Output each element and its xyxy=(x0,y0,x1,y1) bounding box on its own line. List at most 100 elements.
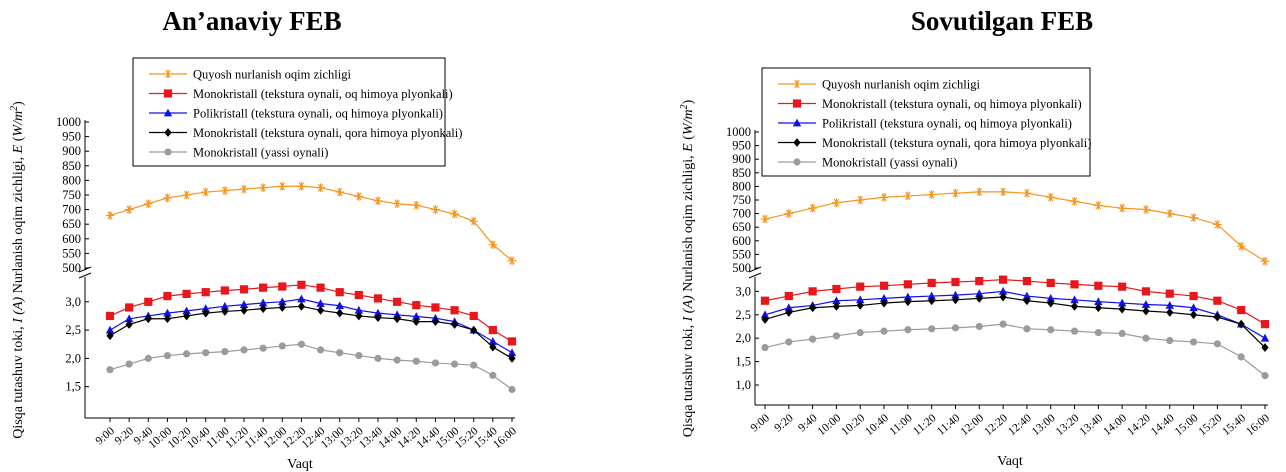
data-point xyxy=(316,183,325,192)
y-axis-label: Qisqa tutashuv toki, I (A) Nurlanish oqi… xyxy=(9,101,27,439)
data-point xyxy=(808,287,817,296)
data-point xyxy=(928,325,936,333)
series-line xyxy=(109,284,513,342)
x-tick-label: 15:00 xyxy=(1173,412,1201,438)
y-tick-label-top: 550 xyxy=(62,246,81,260)
data-point xyxy=(1237,319,1245,329)
data-point xyxy=(431,317,440,327)
data-point xyxy=(412,317,420,327)
data-point xyxy=(832,301,841,311)
data-point xyxy=(1022,188,1032,198)
y-axis-label-part: I xyxy=(11,317,26,324)
data-point xyxy=(809,303,817,313)
y-tick-label-bottom: 1,5 xyxy=(735,355,751,369)
y-tick-label-top: 700 xyxy=(62,203,81,217)
data-point xyxy=(201,288,210,297)
data-point xyxy=(202,349,210,357)
x-axis-label: Vaqt xyxy=(997,454,1023,469)
series-line xyxy=(764,323,1266,377)
y-axis-label-part: 2 xyxy=(679,104,690,109)
data-point xyxy=(1142,334,1150,342)
y-axis-label-part: Nurlanish oqim zichligi, xyxy=(681,152,696,292)
data-point xyxy=(106,366,114,374)
x-tick-label: 13:20 xyxy=(1054,412,1082,438)
data-point xyxy=(240,305,248,315)
data-point xyxy=(1118,282,1127,291)
x-tick-label: 10:40 xyxy=(863,412,891,438)
data-point xyxy=(489,342,497,352)
x-tick-label: 12:40 xyxy=(1006,412,1034,438)
data-point xyxy=(856,295,865,304)
data-point xyxy=(105,211,115,220)
y-tick-label-top: 700 xyxy=(732,207,751,221)
data-point xyxy=(373,196,383,206)
legend-box xyxy=(132,57,446,167)
data-point xyxy=(182,306,191,315)
data-point xyxy=(297,280,306,289)
data-point xyxy=(1022,291,1032,300)
legend-swatch-marker xyxy=(163,108,173,117)
data-point xyxy=(1142,306,1150,316)
series-mono_textured_white xyxy=(105,280,517,346)
data-point xyxy=(412,312,421,320)
data-point xyxy=(144,297,153,306)
data-point xyxy=(297,340,306,348)
data-point xyxy=(1189,291,1198,301)
data-point xyxy=(1118,329,1126,338)
data-point xyxy=(1094,297,1103,306)
legend-swatch-marker xyxy=(793,138,801,147)
legend-label: Monokristall (tekstura oynali, oq himoya… xyxy=(822,97,1082,111)
data-point xyxy=(450,360,459,368)
data-point xyxy=(998,187,1008,197)
data-point xyxy=(974,187,984,197)
data-point xyxy=(163,351,172,360)
y-tick-label-top: 500 xyxy=(732,261,751,275)
data-point xyxy=(488,240,498,249)
data-point xyxy=(220,186,230,195)
legend-label: Polikristall (tekstura oynali, oq himoya… xyxy=(822,117,1072,131)
x-tick-label: 10:20 xyxy=(839,412,867,438)
data-point xyxy=(469,216,479,226)
data-point xyxy=(856,301,864,310)
data-point xyxy=(760,310,770,319)
data-point xyxy=(1189,310,1198,320)
series-mono_textured_black xyxy=(106,301,516,363)
data-point xyxy=(951,324,960,332)
y-axis-label-part: ) xyxy=(11,101,26,106)
data-point xyxy=(355,311,363,321)
data-point xyxy=(927,291,936,300)
y-tick-label-bottom: 2,5 xyxy=(735,308,751,322)
data-point xyxy=(1117,298,1127,307)
data-point xyxy=(1094,328,1102,337)
data-point xyxy=(785,308,793,317)
data-point xyxy=(258,183,268,192)
data-point xyxy=(163,292,172,301)
data-point xyxy=(354,305,364,314)
data-point xyxy=(297,301,306,311)
data-point xyxy=(975,276,984,286)
data-point xyxy=(278,282,287,291)
chart-title: An’anaviy FEB xyxy=(162,6,341,36)
legend-label: Monokristall (tekstura oynali, oq himoya… xyxy=(193,87,453,101)
y-axis-label-part: ( xyxy=(11,136,26,145)
data-point xyxy=(904,297,912,307)
data-point xyxy=(1117,203,1127,213)
data-point xyxy=(144,354,152,362)
data-point xyxy=(1165,301,1174,309)
y-axis-label-part: E xyxy=(681,143,696,153)
data-point xyxy=(855,195,865,205)
data-point xyxy=(470,325,478,335)
data-point xyxy=(239,184,249,194)
data-point xyxy=(259,283,268,292)
data-point xyxy=(412,357,420,365)
legend: Quyosh nurlanish oqim zichligi Monokrista… xyxy=(132,57,462,167)
y-axis-label-part: I xyxy=(681,315,696,322)
data-point xyxy=(411,200,421,210)
data-point xyxy=(1047,326,1055,334)
y-tick-label-top: 800 xyxy=(62,173,81,187)
series-line xyxy=(764,296,1266,348)
x-tick-label: 16:00 xyxy=(1244,412,1272,438)
y-tick-label-bottom: 3,0 xyxy=(65,295,81,309)
x-tick-label: 11:20 xyxy=(911,412,939,438)
data-point xyxy=(975,293,983,303)
